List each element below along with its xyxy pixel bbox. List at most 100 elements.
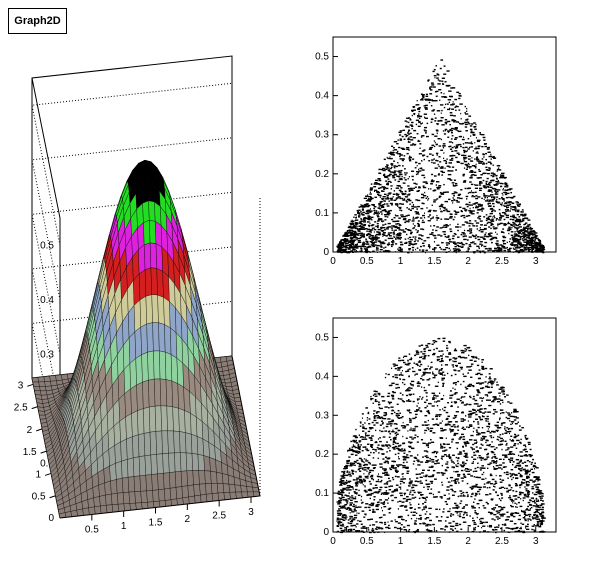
data-point bbox=[435, 496, 438, 498]
data-point bbox=[387, 237, 391, 240]
data-point bbox=[392, 220, 396, 223]
data-point bbox=[398, 217, 401, 219]
data-point bbox=[422, 195, 427, 197]
data-point bbox=[486, 177, 489, 180]
data-point bbox=[436, 214, 438, 217]
data-point bbox=[388, 192, 392, 194]
data-point bbox=[381, 233, 385, 235]
data-point bbox=[490, 220, 494, 222]
data-point bbox=[520, 211, 524, 213]
scatter-plot-top: 00.10.20.30.40.50 0.5 1 1.5 2 2.5 3 bbox=[315, 36, 557, 267]
data-point bbox=[373, 244, 375, 247]
data-point bbox=[490, 153, 492, 156]
data-point bbox=[417, 125, 421, 128]
surface-cell bbox=[140, 490, 148, 503]
data-point bbox=[479, 205, 482, 207]
data-point bbox=[396, 233, 400, 235]
data-point bbox=[504, 209, 507, 211]
data-point bbox=[443, 73, 447, 75]
data-point bbox=[420, 160, 423, 162]
data-point bbox=[432, 469, 436, 472]
data-point bbox=[435, 181, 440, 183]
data-point bbox=[425, 95, 429, 97]
data-point bbox=[538, 242, 541, 244]
data-point bbox=[346, 230, 350, 232]
data-point bbox=[483, 143, 487, 145]
data-point bbox=[503, 247, 506, 249]
data-point bbox=[517, 235, 522, 238]
data-point bbox=[461, 232, 465, 234]
data-point bbox=[432, 216, 434, 218]
data-point bbox=[364, 464, 367, 466]
data-point bbox=[489, 482, 493, 485]
data-point bbox=[414, 167, 417, 169]
data-point bbox=[415, 213, 419, 215]
data-point bbox=[424, 132, 427, 134]
data-point bbox=[377, 211, 379, 213]
data-point bbox=[397, 170, 400, 173]
data-point bbox=[432, 376, 436, 379]
data-point bbox=[407, 188, 410, 190]
data-point bbox=[514, 207, 517, 209]
data-point bbox=[517, 228, 519, 230]
data-point bbox=[460, 492, 463, 495]
data-point bbox=[394, 214, 396, 216]
data-point bbox=[394, 243, 398, 245]
data-point bbox=[467, 162, 470, 165]
data-point bbox=[516, 230, 519, 232]
data-point bbox=[350, 242, 354, 245]
data-point bbox=[405, 172, 408, 174]
data-point bbox=[539, 249, 543, 252]
data-point bbox=[416, 459, 420, 461]
data-point bbox=[393, 141, 398, 143]
data-point bbox=[519, 460, 522, 462]
data-point bbox=[344, 507, 347, 509]
data-point bbox=[403, 177, 406, 179]
data-point bbox=[489, 474, 493, 477]
surface-cell bbox=[39, 414, 47, 420]
data-point bbox=[403, 155, 406, 157]
data-point bbox=[509, 238, 512, 240]
data-point bbox=[366, 417, 369, 419]
data-point bbox=[527, 232, 531, 235]
data-point bbox=[349, 232, 353, 234]
data-point bbox=[518, 219, 520, 222]
data-point bbox=[383, 193, 387, 196]
data-point bbox=[479, 241, 483, 243]
data-point bbox=[534, 241, 538, 244]
data-point bbox=[353, 508, 356, 510]
data-point bbox=[432, 353, 436, 356]
data-point bbox=[478, 177, 482, 179]
data-point bbox=[382, 203, 385, 206]
data-point bbox=[447, 178, 451, 180]
data-point bbox=[457, 223, 459, 226]
data-point bbox=[502, 239, 506, 242]
data-point bbox=[381, 209, 386, 212]
data-point bbox=[455, 383, 457, 386]
data-point bbox=[463, 229, 466, 232]
data-point bbox=[373, 531, 376, 534]
data-point bbox=[452, 184, 454, 186]
data-point bbox=[513, 248, 516, 250]
surface-cell bbox=[153, 350, 161, 380]
data-point bbox=[524, 465, 529, 467]
data-point bbox=[345, 231, 348, 234]
surface-cell bbox=[229, 491, 237, 500]
data-point bbox=[541, 492, 544, 495]
data-point bbox=[469, 412, 473, 415]
data-point bbox=[538, 489, 540, 491]
data-point bbox=[522, 530, 525, 533]
data-point bbox=[412, 236, 415, 238]
data-point bbox=[487, 216, 490, 218]
data-point bbox=[434, 385, 439, 387]
data-point bbox=[395, 223, 398, 225]
data-point bbox=[498, 198, 501, 200]
data-point bbox=[390, 188, 393, 190]
data-point bbox=[525, 238, 527, 241]
data-point bbox=[411, 121, 414, 124]
data-point bbox=[502, 393, 506, 395]
data-point bbox=[506, 184, 509, 187]
data-point bbox=[520, 230, 523, 232]
data-point bbox=[421, 94, 425, 96]
data-point bbox=[372, 530, 374, 533]
